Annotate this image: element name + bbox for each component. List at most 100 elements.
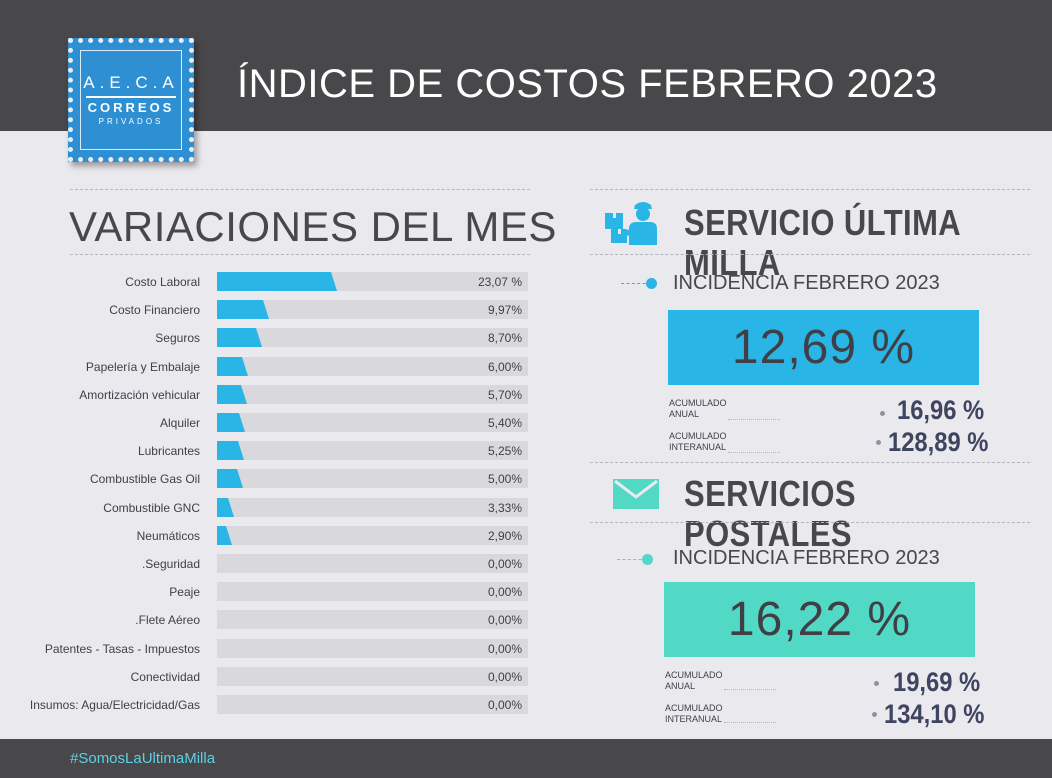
bar <box>217 357 248 376</box>
postales-title: SERVICIOS POSTALES <box>684 473 856 554</box>
acumulado-interanual-label-postales-l1: ACUMULADO <box>665 703 723 713</box>
bar-track <box>217 639 528 658</box>
chart-title: VARIACIONES DEL MES <box>69 203 557 250</box>
bar-label: Peaje <box>169 585 200 599</box>
acumulado-interanual-label-um-l1: ACUMULADO <box>669 431 727 441</box>
divider-right-postales-top <box>590 462 1030 463</box>
bar-track <box>217 328 528 347</box>
header-bar: A.E.C.A CORREOS PRIVADOS ÍNDICE DE COSTO… <box>0 0 1052 162</box>
bar-track <box>217 554 528 573</box>
envelope-icon <box>612 478 660 510</box>
acumulado-anual-tick-postales <box>724 689 776 690</box>
divider-right-mid <box>590 254 1030 255</box>
bar-track <box>217 357 528 376</box>
bar-value-label: 5,25% <box>487 444 522 458</box>
acumulado-anual-dot-postales <box>874 681 879 686</box>
acumulado-interanual-label-postales: ACUMULADO INTERANUAL <box>665 703 745 725</box>
bar <box>217 300 269 319</box>
logo-text-correos: CORREOS <box>87 99 175 115</box>
bar-value-label: 5,00% <box>487 472 522 486</box>
bar <box>217 328 262 347</box>
bar-value-label: 0,00% <box>487 585 522 599</box>
bar-value-label: 0,00% <box>487 670 522 684</box>
incidencia-dot-postales <box>642 554 653 565</box>
bar-label: Lubricantes <box>137 444 200 458</box>
bar-track <box>217 695 528 714</box>
acumulado-interanual-label-postales-l2: INTERANUAL <box>665 714 723 724</box>
bar-track <box>217 441 528 460</box>
page-title: ÍNDICE DE COSTOS FEBRERO 2023 <box>237 62 938 106</box>
bar-label: Insumos: Agua/Electricidad/Gas <box>29 698 200 712</box>
acumulado-interanual-tick-um <box>728 452 780 453</box>
bar-value-label: 8,70% <box>487 331 522 345</box>
bar-label: Papelería y Embalaje <box>85 360 200 374</box>
incidencia-box-um: 12,69 % <box>668 310 979 385</box>
bar-value-label: 23,07 % <box>477 275 522 289</box>
bar <box>217 413 245 432</box>
bar-value-label: 6,00% <box>487 360 522 374</box>
bar-track <box>217 469 528 488</box>
footer-hashtag: #SomosLaUltimaMilla <box>70 750 216 767</box>
bar-value-label: 3,33% <box>487 501 522 515</box>
bar-value-label: 0,00% <box>487 613 522 627</box>
bar-track <box>217 526 528 545</box>
bar-value-label: 9,97% <box>487 303 522 317</box>
divider-left-bottom <box>70 254 530 255</box>
bar <box>217 385 247 404</box>
bar-label: Patentes - Tasas - Impuestos <box>44 642 200 656</box>
acumulado-interanual-label-um-l2: INTERANUAL <box>669 442 727 452</box>
acumulado-anual-label-um-l1: ACUMULADO <box>669 398 727 408</box>
incidencia-line-postales <box>617 559 647 560</box>
incidencia-value-postales: 16,22 % <box>727 592 912 646</box>
acumulado-anual-label-postales-l1: ACUMULADO <box>665 670 723 680</box>
incidencia-value-um: 12,69 % <box>731 320 916 374</box>
acumulado-anual-dot-um <box>880 411 885 416</box>
bar-track <box>217 667 528 686</box>
bar-value-label: 2,90% <box>487 529 522 543</box>
divider-right-top <box>590 189 1030 190</box>
divider-left-top <box>70 189 530 190</box>
bar-label: Costo Financiero <box>109 303 200 317</box>
bar <box>217 272 337 291</box>
incidencia-line-um <box>621 283 651 284</box>
bar-track <box>217 610 528 629</box>
bar-value-label: 0,00% <box>487 557 522 571</box>
bar-track <box>217 300 528 319</box>
bar-track <box>217 498 528 517</box>
bar-value-label: 0,00% <box>487 642 522 656</box>
bar-label: Combustible Gas Oil <box>89 472 200 486</box>
acumulado-interanual-tick-postales <box>724 722 776 723</box>
bar-label: Alquiler <box>159 416 200 430</box>
bar-value-label: 5,40% <box>487 416 522 430</box>
footer-bar: #SomosLaUltimaMilla <box>0 739 1052 778</box>
bar-value-label: 0,00% <box>487 698 522 712</box>
logo-text-aeca: A.E.C.A <box>83 72 179 92</box>
bar-label: Costo Laboral <box>125 275 200 289</box>
incidencia-label-um: INCIDENCIA FEBRERO 2023 <box>673 272 940 294</box>
bar-label: Amortización vehicular <box>79 388 200 402</box>
logo-frame: A.E.C.A CORREOS PRIVADOS <box>80 50 182 150</box>
incidencia-label-postales: INCIDENCIA FEBRERO 2023 <box>673 547 940 569</box>
acumulado-interanual-dot-um <box>876 440 881 445</box>
ultima-milla-title: SERVICIO ÚLTIMA MILLA <box>684 202 960 283</box>
acumulado-anual-label-postales: ACUMULADO ANUAL <box>665 670 745 692</box>
bar-label: Combustible GNC <box>103 501 200 515</box>
acumulado-anual-label-um-l2: ANUAL <box>669 409 700 419</box>
bar <box>217 441 244 460</box>
incidencia-box-postales: 16,22 % <box>664 582 975 657</box>
bar-value-label: 5,70% <box>487 388 522 402</box>
logo-text-privados: PRIVADOS <box>98 116 164 126</box>
delivery-person-icon <box>601 199 661 247</box>
bar-label: Neumáticos <box>136 529 200 543</box>
bar-label: Seguros <box>155 331 200 345</box>
bar <box>217 469 243 488</box>
acumulado-interanual-value-um: 128,89 % <box>888 427 989 457</box>
bar-label: .Flete Aéreo <box>135 613 200 627</box>
aeca-logo: A.E.C.A CORREOS PRIVADOS <box>68 38 194 162</box>
divider-right-postales-mid <box>590 522 1030 523</box>
acumulado-interanual-dot-postales <box>872 712 877 717</box>
acumulado-anual-label-um: ACUMULADO ANUAL <box>669 398 749 420</box>
bar-track <box>217 385 528 404</box>
acumulado-anual-tick-um <box>728 419 780 420</box>
acumulado-interanual-value-postales: 134,10 % <box>884 699 985 729</box>
